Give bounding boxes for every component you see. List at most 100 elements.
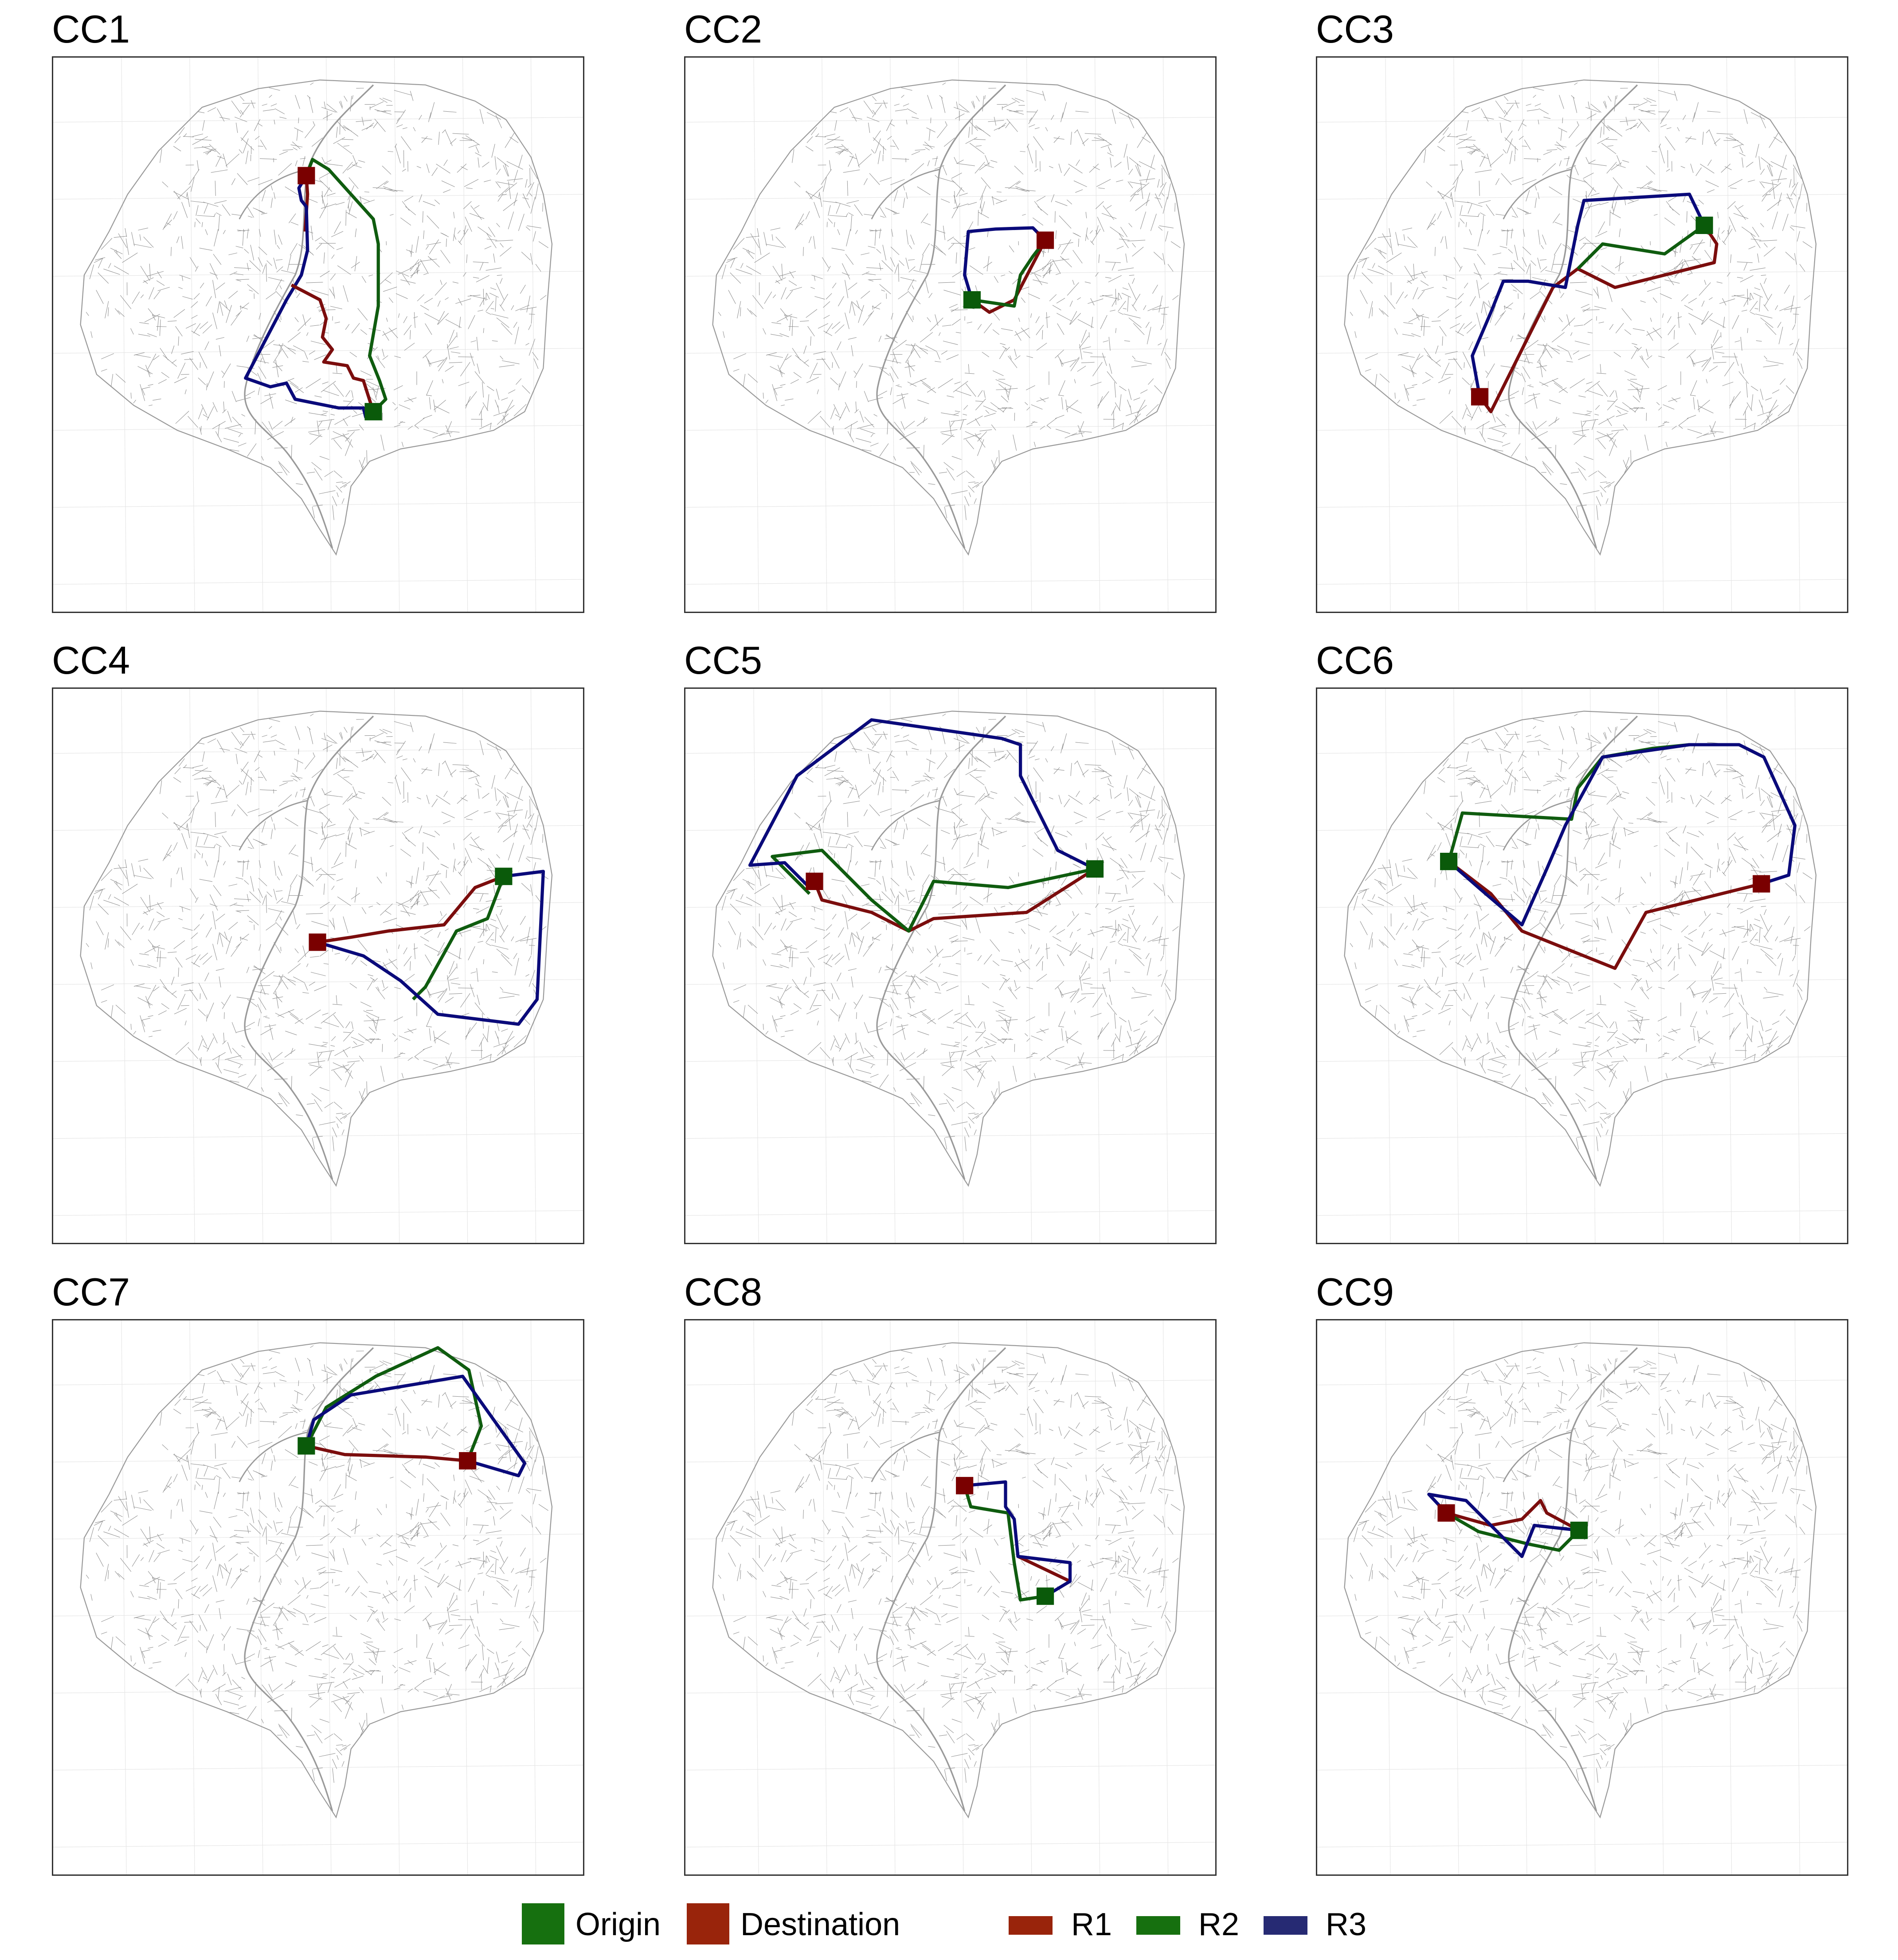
street: [331, 886, 335, 890]
street: [951, 950, 961, 957]
street: [101, 369, 107, 372]
street: [1006, 109, 1024, 115]
street: [1628, 199, 1639, 204]
street: [1596, 496, 1601, 506]
street: [214, 229, 219, 246]
street: [1160, 184, 1164, 188]
street: [1583, 319, 1593, 326]
street: [382, 959, 397, 967]
street: [443, 820, 451, 824]
street: [1457, 924, 1464, 931]
street: [376, 1016, 380, 1029]
street: [1107, 146, 1111, 153]
street: [1469, 151, 1475, 154]
street: [1537, 344, 1547, 346]
street: [993, 1001, 1004, 1007]
street: [210, 903, 218, 907]
street: [834, 853, 835, 859]
map-panel-4: [52, 687, 584, 1244]
street: [215, 786, 222, 798]
street: [520, 285, 526, 294]
street: [1677, 127, 1680, 132]
street: [991, 460, 996, 469]
street: [487, 1025, 489, 1042]
street: [1687, 429, 1702, 434]
street: [1413, 405, 1417, 406]
street: [1067, 1037, 1082, 1045]
street: [1160, 324, 1164, 330]
street: [86, 312, 89, 316]
street: [1525, 1087, 1528, 1092]
street: [1690, 380, 1697, 396]
street: [358, 1033, 372, 1044]
street: [501, 1028, 508, 1032]
street: [990, 160, 998, 163]
street: [1609, 1062, 1619, 1073]
street: [1790, 295, 1794, 312]
street: [427, 990, 430, 998]
street: [1582, 419, 1598, 422]
street: [1597, 431, 1614, 440]
street: [1486, 363, 1495, 378]
street: [1350, 312, 1353, 316]
street: [246, 336, 250, 342]
street: [258, 257, 263, 267]
street: [901, 718, 912, 722]
street: [1532, 1052, 1537, 1062]
street: [895, 1015, 900, 1017]
street: [240, 741, 244, 746]
street: [1403, 322, 1413, 324]
street: [302, 796, 312, 801]
street: [321, 412, 327, 415]
street: [926, 758, 935, 764]
street: [1125, 253, 1127, 263]
graticule: [685, 58, 1215, 612]
street: [203, 414, 209, 418]
street: [1119, 1017, 1127, 1023]
street: [423, 230, 424, 239]
street: [333, 1062, 350, 1071]
street: [849, 932, 852, 945]
street: [226, 936, 232, 954]
street: [373, 978, 378, 983]
street: [1702, 989, 1711, 1003]
street: [321, 381, 336, 393]
street: [1360, 921, 1368, 935]
street: [1403, 234, 1405, 241]
street: [400, 848, 411, 857]
street: [1162, 197, 1168, 214]
street: [1792, 339, 1800, 356]
street: [1075, 820, 1083, 824]
street: [1167, 264, 1174, 272]
street: [523, 193, 530, 208]
street: [237, 804, 248, 816]
street: [790, 379, 799, 384]
street: [1543, 285, 1546, 289]
street: [1769, 795, 1773, 808]
street: [191, 331, 200, 336]
street: [1005, 187, 1018, 189]
street: [1732, 315, 1739, 329]
street: [311, 137, 323, 147]
street: [1511, 443, 1521, 457]
street: [1426, 181, 1432, 187]
street: [1140, 211, 1147, 230]
street: [332, 1136, 334, 1152]
street: [953, 412, 959, 415]
street: [218, 1055, 220, 1068]
street: [115, 250, 118, 254]
street: [273, 258, 277, 269]
street: [775, 908, 786, 914]
street: [340, 1112, 351, 1120]
street: [1034, 832, 1042, 842]
street: [1526, 265, 1530, 274]
street: [1147, 305, 1162, 311]
street: [813, 374, 822, 375]
street: [951, 319, 961, 326]
street: [258, 179, 273, 185]
street: [900, 277, 917, 281]
street: [1573, 324, 1583, 327]
street: [1058, 795, 1062, 804]
street: [341, 1129, 344, 1135]
street: [313, 121, 315, 125]
